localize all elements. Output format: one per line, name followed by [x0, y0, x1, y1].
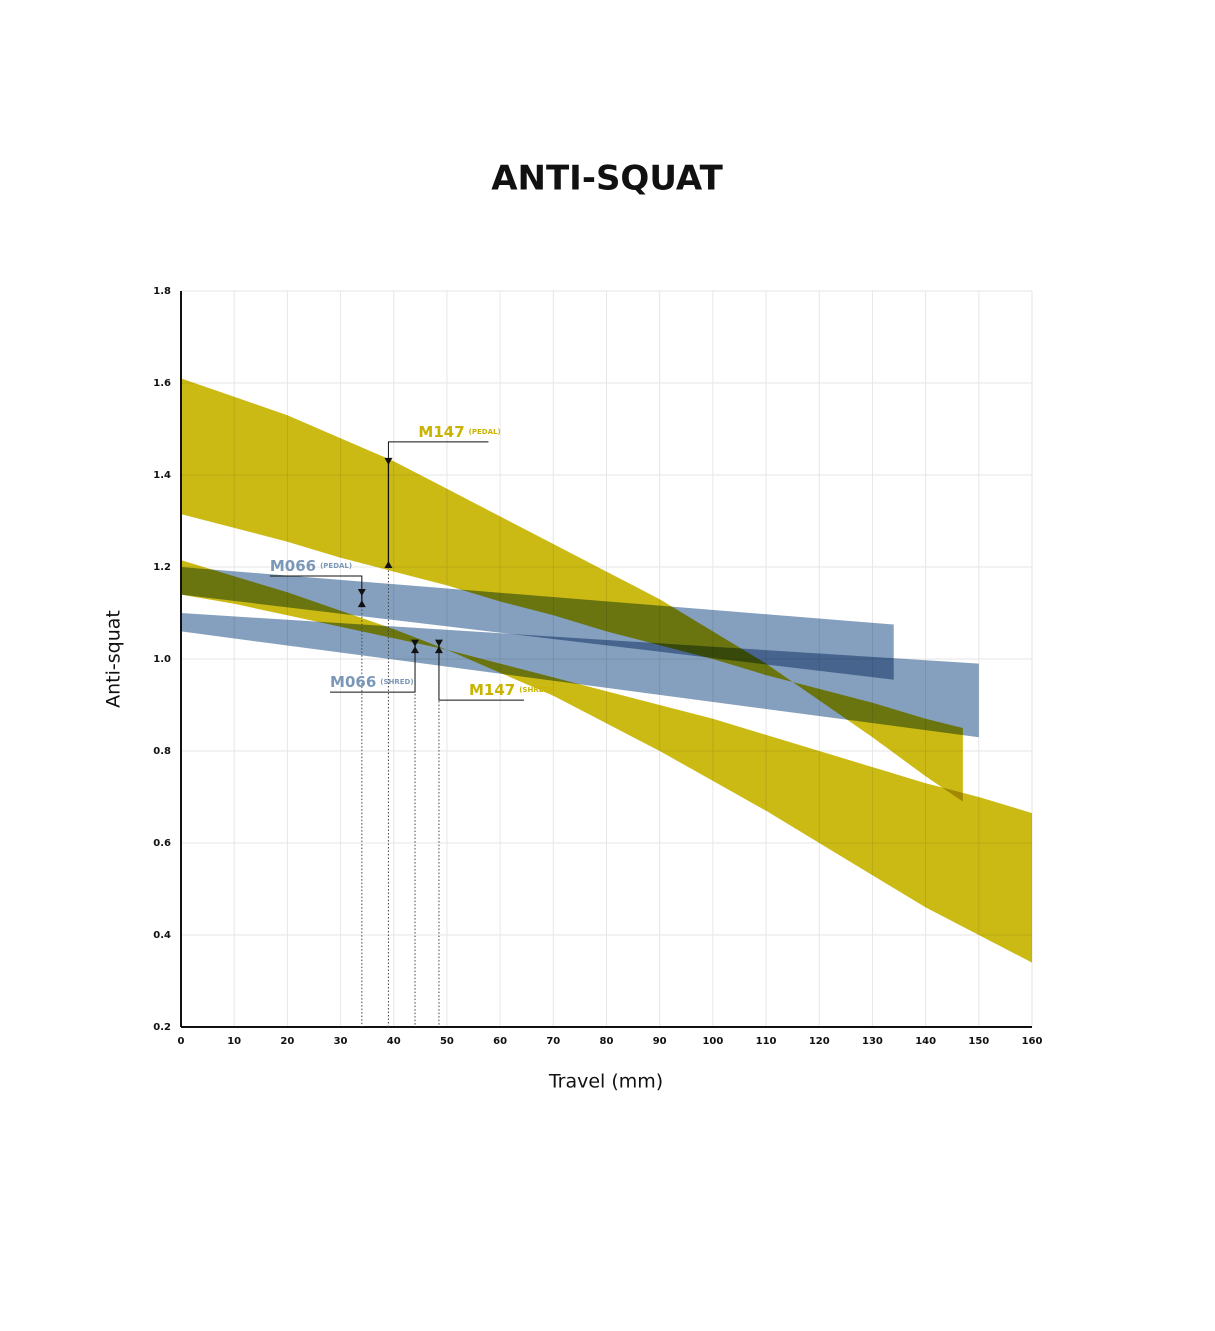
leader — [330, 652, 416, 693]
band — [181, 378, 963, 802]
x-axis-label: Travel (mm) — [548, 1071, 663, 1093]
x-tick-label: 40 — [387, 1036, 401, 1047]
annotation-label: M147 (SHRED) — [469, 681, 553, 699]
range-end — [411, 639, 420, 647]
annotation-sublabel: (SHRED) — [519, 686, 552, 694]
range-end — [384, 457, 393, 465]
x-tick-label: 10 — [227, 1036, 241, 1047]
x-tick-label: 160 — [1022, 1036, 1043, 1047]
x-tick-label: 90 — [653, 1036, 667, 1047]
chart-title: ANTI-SQUAT — [491, 159, 723, 199]
leader — [269, 575, 363, 590]
y-tick-label: 0.4 — [153, 930, 171, 941]
y-tick-label: 0.2 — [153, 1022, 171, 1033]
x-tick-label: 80 — [600, 1036, 614, 1047]
range-end — [434, 639, 443, 647]
leader — [438, 652, 524, 701]
y-tick-label: 0.6 — [153, 838, 171, 849]
range-end — [357, 589, 366, 596]
annotation-sublabel: (SHRED) — [380, 678, 413, 686]
annotation-label: M066 (PEDAL) — [270, 557, 352, 575]
annotation: M147 (SHRED) — [434, 639, 553, 1027]
annotation-name: M147 — [469, 681, 515, 699]
annotation-label: M066 (SHRED) — [330, 673, 414, 691]
y-tick-label: 1.8 — [153, 286, 171, 297]
annotation-sublabel: (PEDAL) — [469, 428, 501, 436]
annotation: M066 (SHRED) — [330, 639, 420, 1027]
annotation-name: M147 — [418, 422, 464, 440]
range-end — [411, 646, 420, 654]
y-tick-label: 1.6 — [153, 378, 171, 389]
y-axis-label: Anti-squat — [103, 610, 125, 708]
range-end — [434, 646, 443, 654]
x-tick-label: 130 — [862, 1036, 883, 1047]
x-tick-label: 0 — [178, 1036, 185, 1047]
y-tick-label: 1.0 — [153, 654, 171, 665]
annotation-name: M066 — [330, 673, 376, 691]
range-end — [357, 600, 366, 608]
x-tick-label: 120 — [809, 1036, 830, 1047]
annotation: M147 (PEDAL) — [384, 422, 501, 1027]
y-tick-label: 1.2 — [153, 562, 171, 573]
band — [181, 560, 1032, 963]
x-tick-label: 30 — [334, 1036, 348, 1047]
x-tick-label: 70 — [546, 1036, 560, 1047]
annotation-name: M066 — [270, 557, 316, 575]
band — [181, 613, 979, 738]
x-tick-label: 140 — [915, 1036, 936, 1047]
x-tick-label: 150 — [968, 1036, 989, 1047]
y-tick-label: 1.4 — [153, 470, 171, 481]
x-tick-label: 110 — [756, 1036, 777, 1047]
annotation: M066 (PEDAL) — [269, 557, 366, 1027]
annotation-label: M147 (PEDAL) — [418, 422, 500, 440]
annotation-sublabel: (PEDAL) — [320, 562, 352, 570]
x-tick-label: 50 — [440, 1036, 454, 1047]
x-tick-label: 20 — [280, 1036, 294, 1047]
leader — [387, 441, 489, 459]
y-tick-label: 0.8 — [153, 746, 171, 757]
range-end — [384, 561, 393, 568]
x-tick-label: 100 — [702, 1036, 723, 1047]
x-tick-label: 60 — [493, 1036, 507, 1047]
